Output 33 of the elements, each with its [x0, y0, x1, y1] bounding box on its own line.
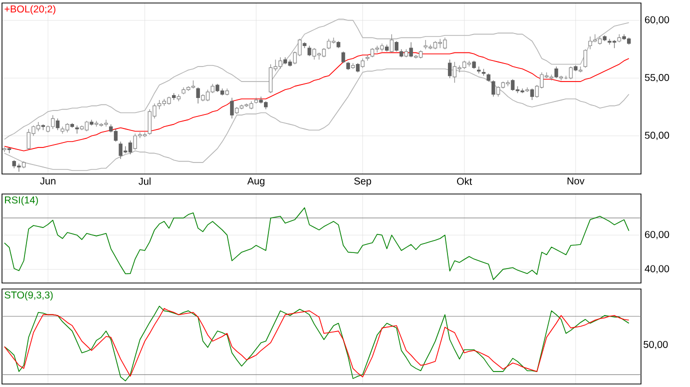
x-tick-label: Jul [138, 178, 151, 185]
x-tick-label: Nov [568, 178, 584, 184]
candlestick [448, 59, 452, 78]
chart-title: RSI(14) [5, 196, 38, 206]
candlestick [568, 66, 573, 80]
y-tick-label: 60,00 [645, 16, 670, 24]
x-tick-label: Okt [457, 178, 472, 185]
candlestick [356, 62, 360, 73]
candlestick [230, 97, 234, 119]
candlestick [75, 125, 79, 134]
candlestick [341, 51, 346, 64]
x-tick-label: Aug [247, 178, 264, 186]
x-tick-label: Sep [354, 178, 372, 187]
y-tick-label: 50,00 [644, 132, 670, 140]
candlestick [530, 88, 534, 100]
candlestick [394, 40, 398, 52]
y-tick-label: 55,00 [644, 74, 670, 82]
chart-title: STO(9,3,3) [4, 291, 53, 300]
chart-title: +BOL(20;2) [4, 5, 56, 14]
candlestick [366, 54, 370, 62]
candlestick [492, 80, 496, 97]
candlestick [56, 118, 60, 130]
y-tick-label: 40,00 [644, 265, 670, 274]
candlestick [308, 45, 312, 56]
candlestick [583, 48, 588, 68]
candlestick [360, 58, 364, 68]
candlestick [390, 34, 394, 53]
y-tick-label: 60,00 [645, 230, 670, 240]
x-tick-label: Jun [40, 178, 56, 184]
candlestick [554, 66, 558, 78]
candlestick [196, 87, 200, 104]
candlestick [578, 66, 582, 73]
candlestick [409, 42, 413, 58]
